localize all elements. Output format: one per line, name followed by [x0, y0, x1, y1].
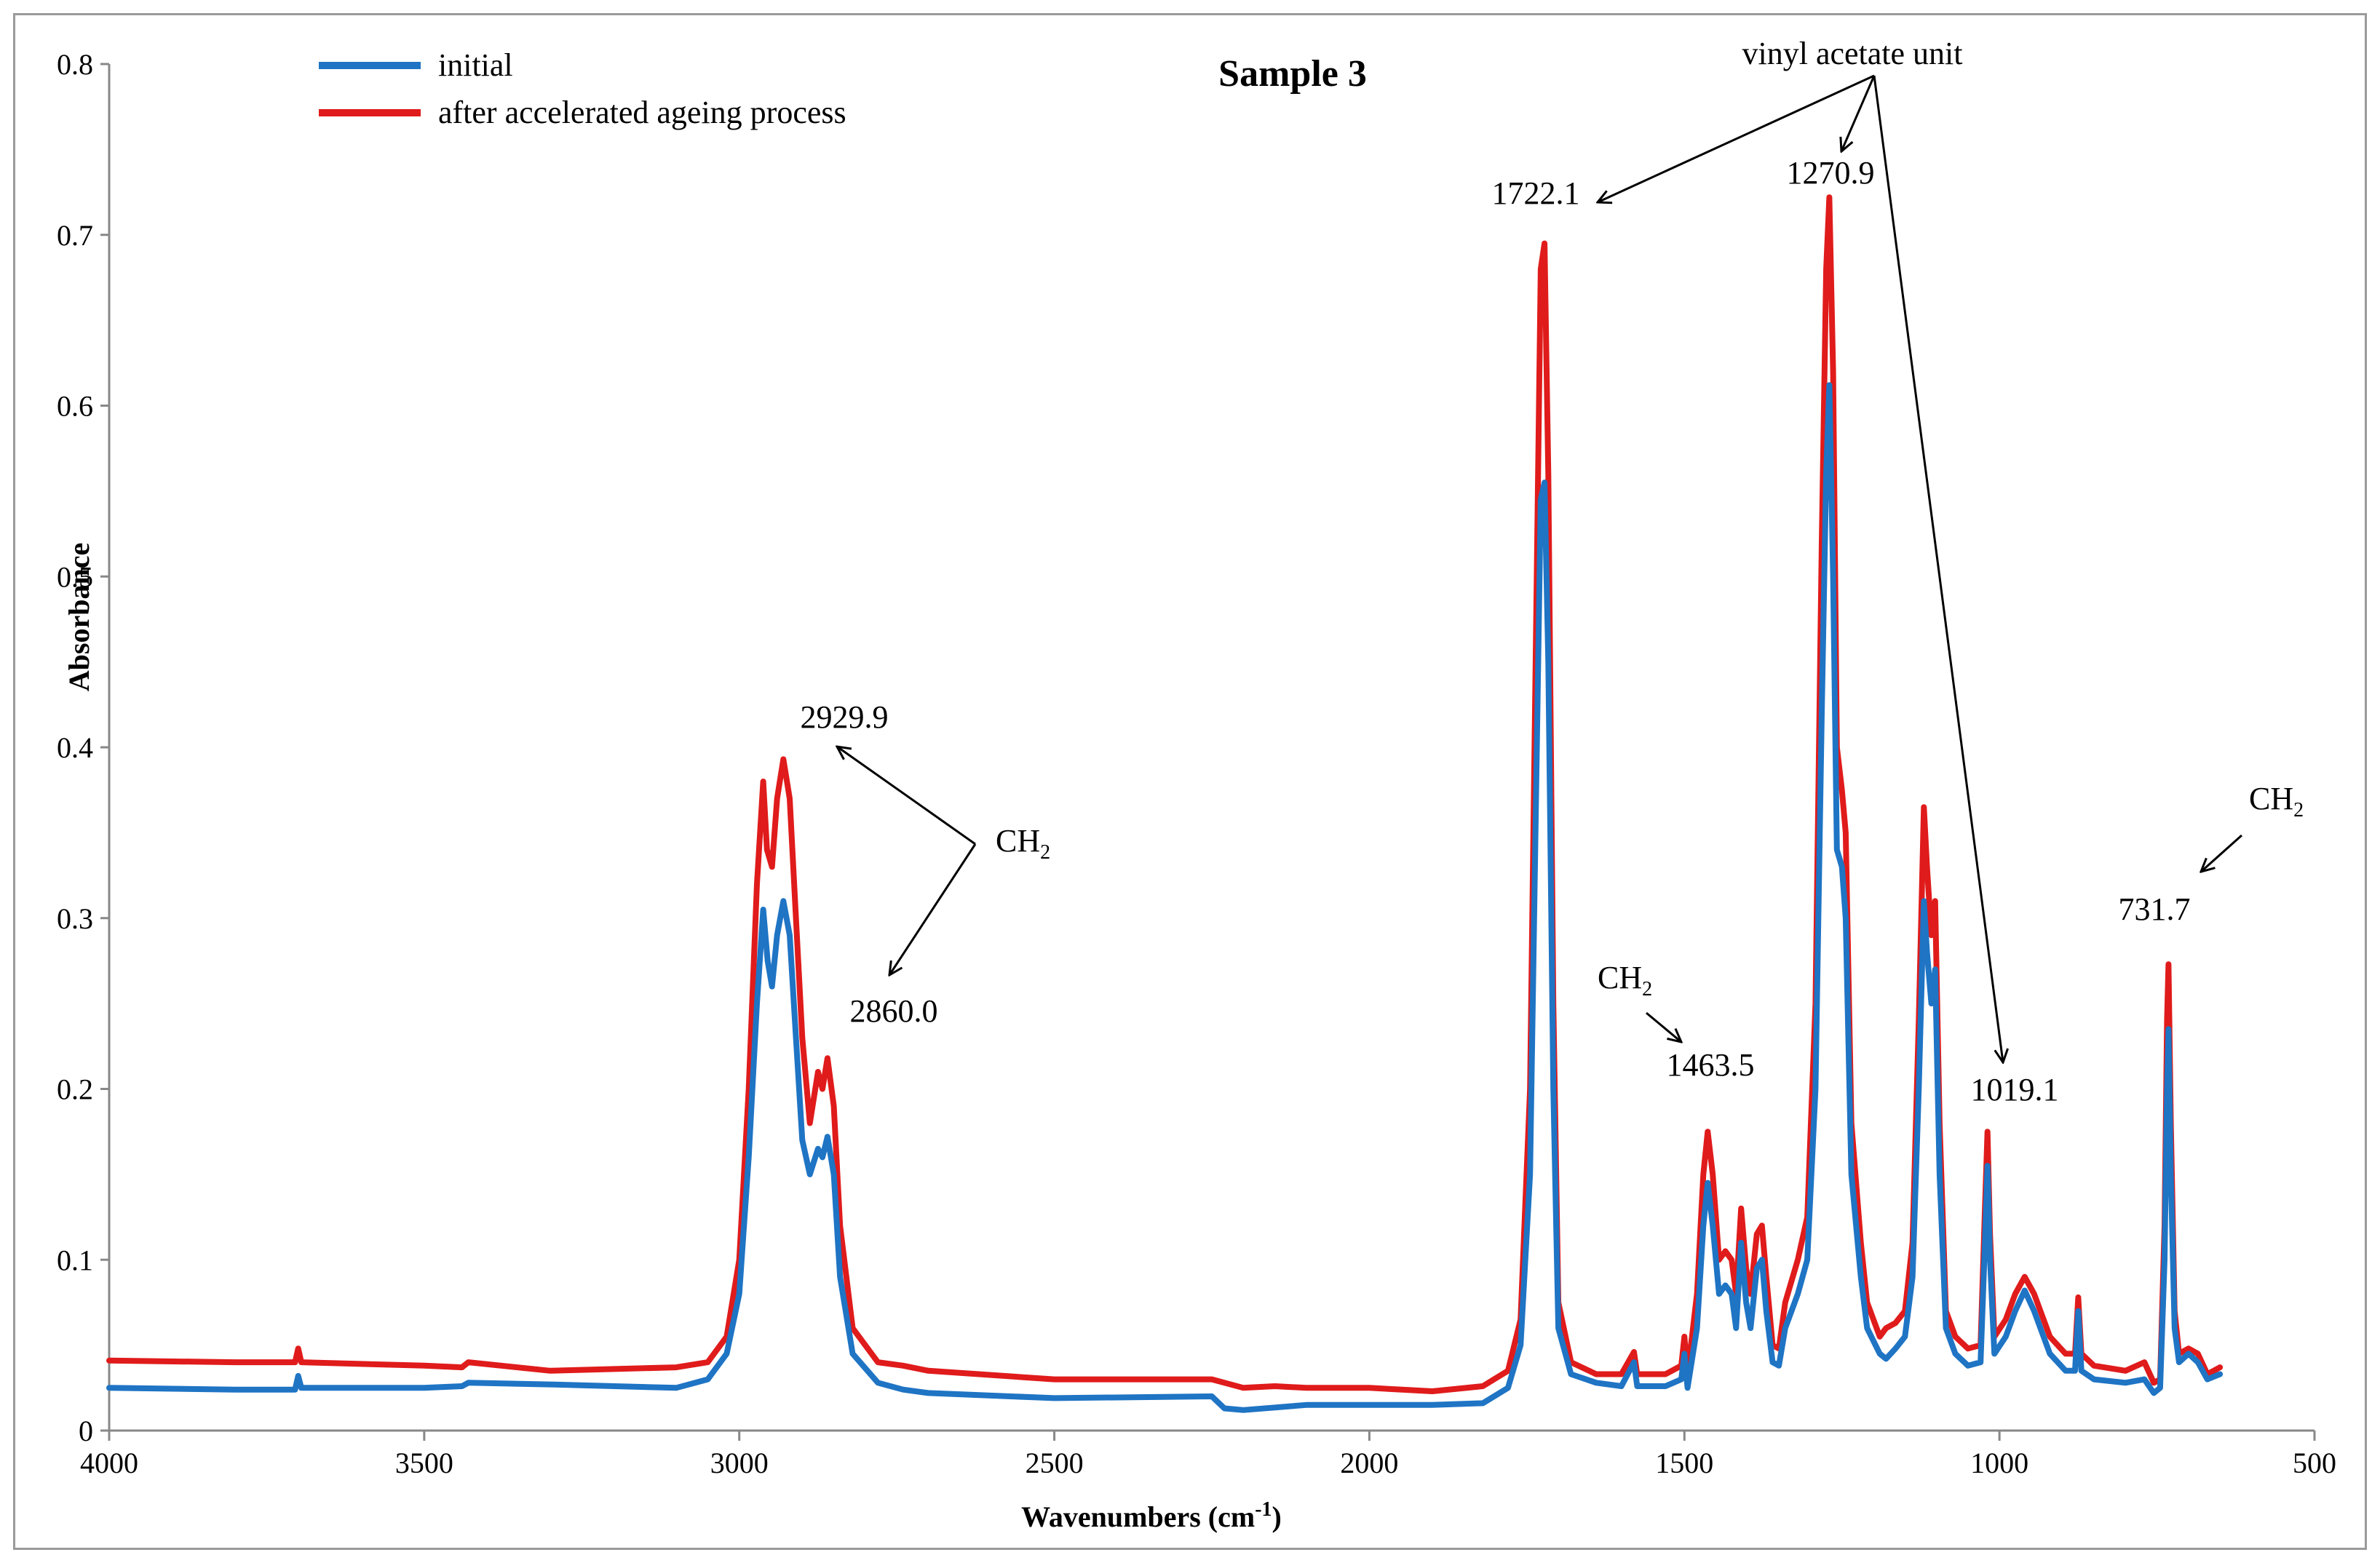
- chart-title: Sample 3: [1218, 53, 1367, 95]
- x-tick-label: 1000: [1970, 1447, 2028, 1479]
- y-tick-label: 0.8: [57, 48, 93, 81]
- x-tick-label: 500: [2293, 1447, 2336, 1479]
- series-line-initial: [106, 382, 2224, 1413]
- y-ticks: 0 0.1 0.2 0.3 0.4 0.5 0.6 0.7 0.8: [57, 48, 109, 1447]
- annotation-vinyl-acetate: vinyl acetate unit: [1742, 36, 1963, 71]
- annotation-1722: 1722.1: [1492, 175, 1580, 211]
- annotation-ch2-1463: CH2: [1598, 960, 1652, 1001]
- x-tick-label: 2000: [1340, 1447, 1398, 1479]
- annotation-1019: 1019.1: [1971, 1072, 2059, 1107]
- y-tick-label: 0.7: [57, 219, 93, 252]
- x-tick-label: 3500: [395, 1447, 453, 1479]
- x-tick-label: 3000: [710, 1447, 769, 1479]
- y-tick-label: 0.4: [57, 731, 93, 764]
- series-line-after-ageing: [106, 194, 2224, 1394]
- y-tick-label: 0.2: [57, 1073, 93, 1106]
- annotation-2929: 2929.9: [801, 699, 889, 735]
- y-axis-title: Absorbance: [63, 543, 95, 691]
- annotation-arrow: [1841, 75, 1876, 151]
- y-tick-label: 0.1: [57, 1244, 93, 1276]
- annotation-731: 731.7: [2119, 891, 2191, 927]
- annotation-arrow: [889, 843, 977, 975]
- y-tick-label: 0: [79, 1415, 93, 1447]
- annotation-arrow: [2201, 834, 2242, 872]
- y-tick-label: 0.3: [57, 902, 93, 935]
- x-ticks: 4000 3500 3000 2500 2000 1500 1000 500: [80, 1431, 2336, 1479]
- annotations: vinyl acetate unit 1722.1 1270.9 2929.9 …: [801, 36, 2304, 1107]
- legend: initial after accelerated ageing process: [319, 47, 846, 130]
- annotation-arrow: [837, 747, 976, 846]
- legend-label-after-ageing: after accelerated ageing process: [438, 95, 846, 130]
- annotation-1463: 1463.5: [1667, 1047, 1755, 1083]
- annotation-arrow: [1873, 75, 2003, 1062]
- x-axis-title: Wavenumbers (cm-1): [1021, 1498, 1282, 1534]
- x-tick-label: 2500: [1026, 1447, 1084, 1479]
- annotation-1270: 1270.9: [1787, 155, 1875, 191]
- y-tick-label: 0.6: [57, 390, 93, 423]
- annotation-ch2-731: CH2: [2249, 781, 2304, 822]
- chart-frame: [13, 13, 2367, 1550]
- annotation-ch2-3000: CH2: [996, 823, 1050, 864]
- x-tick-label: 1500: [1655, 1447, 1713, 1479]
- legend-label-initial: initial: [438, 47, 513, 83]
- annotation-2860: 2860.0: [850, 993, 938, 1029]
- annotation-arrow: [1646, 1011, 1681, 1042]
- annotation-arrow: [1598, 74, 1875, 202]
- x-tick-label: 4000: [80, 1447, 138, 1479]
- y-tick-label: 0.5: [57, 560, 93, 593]
